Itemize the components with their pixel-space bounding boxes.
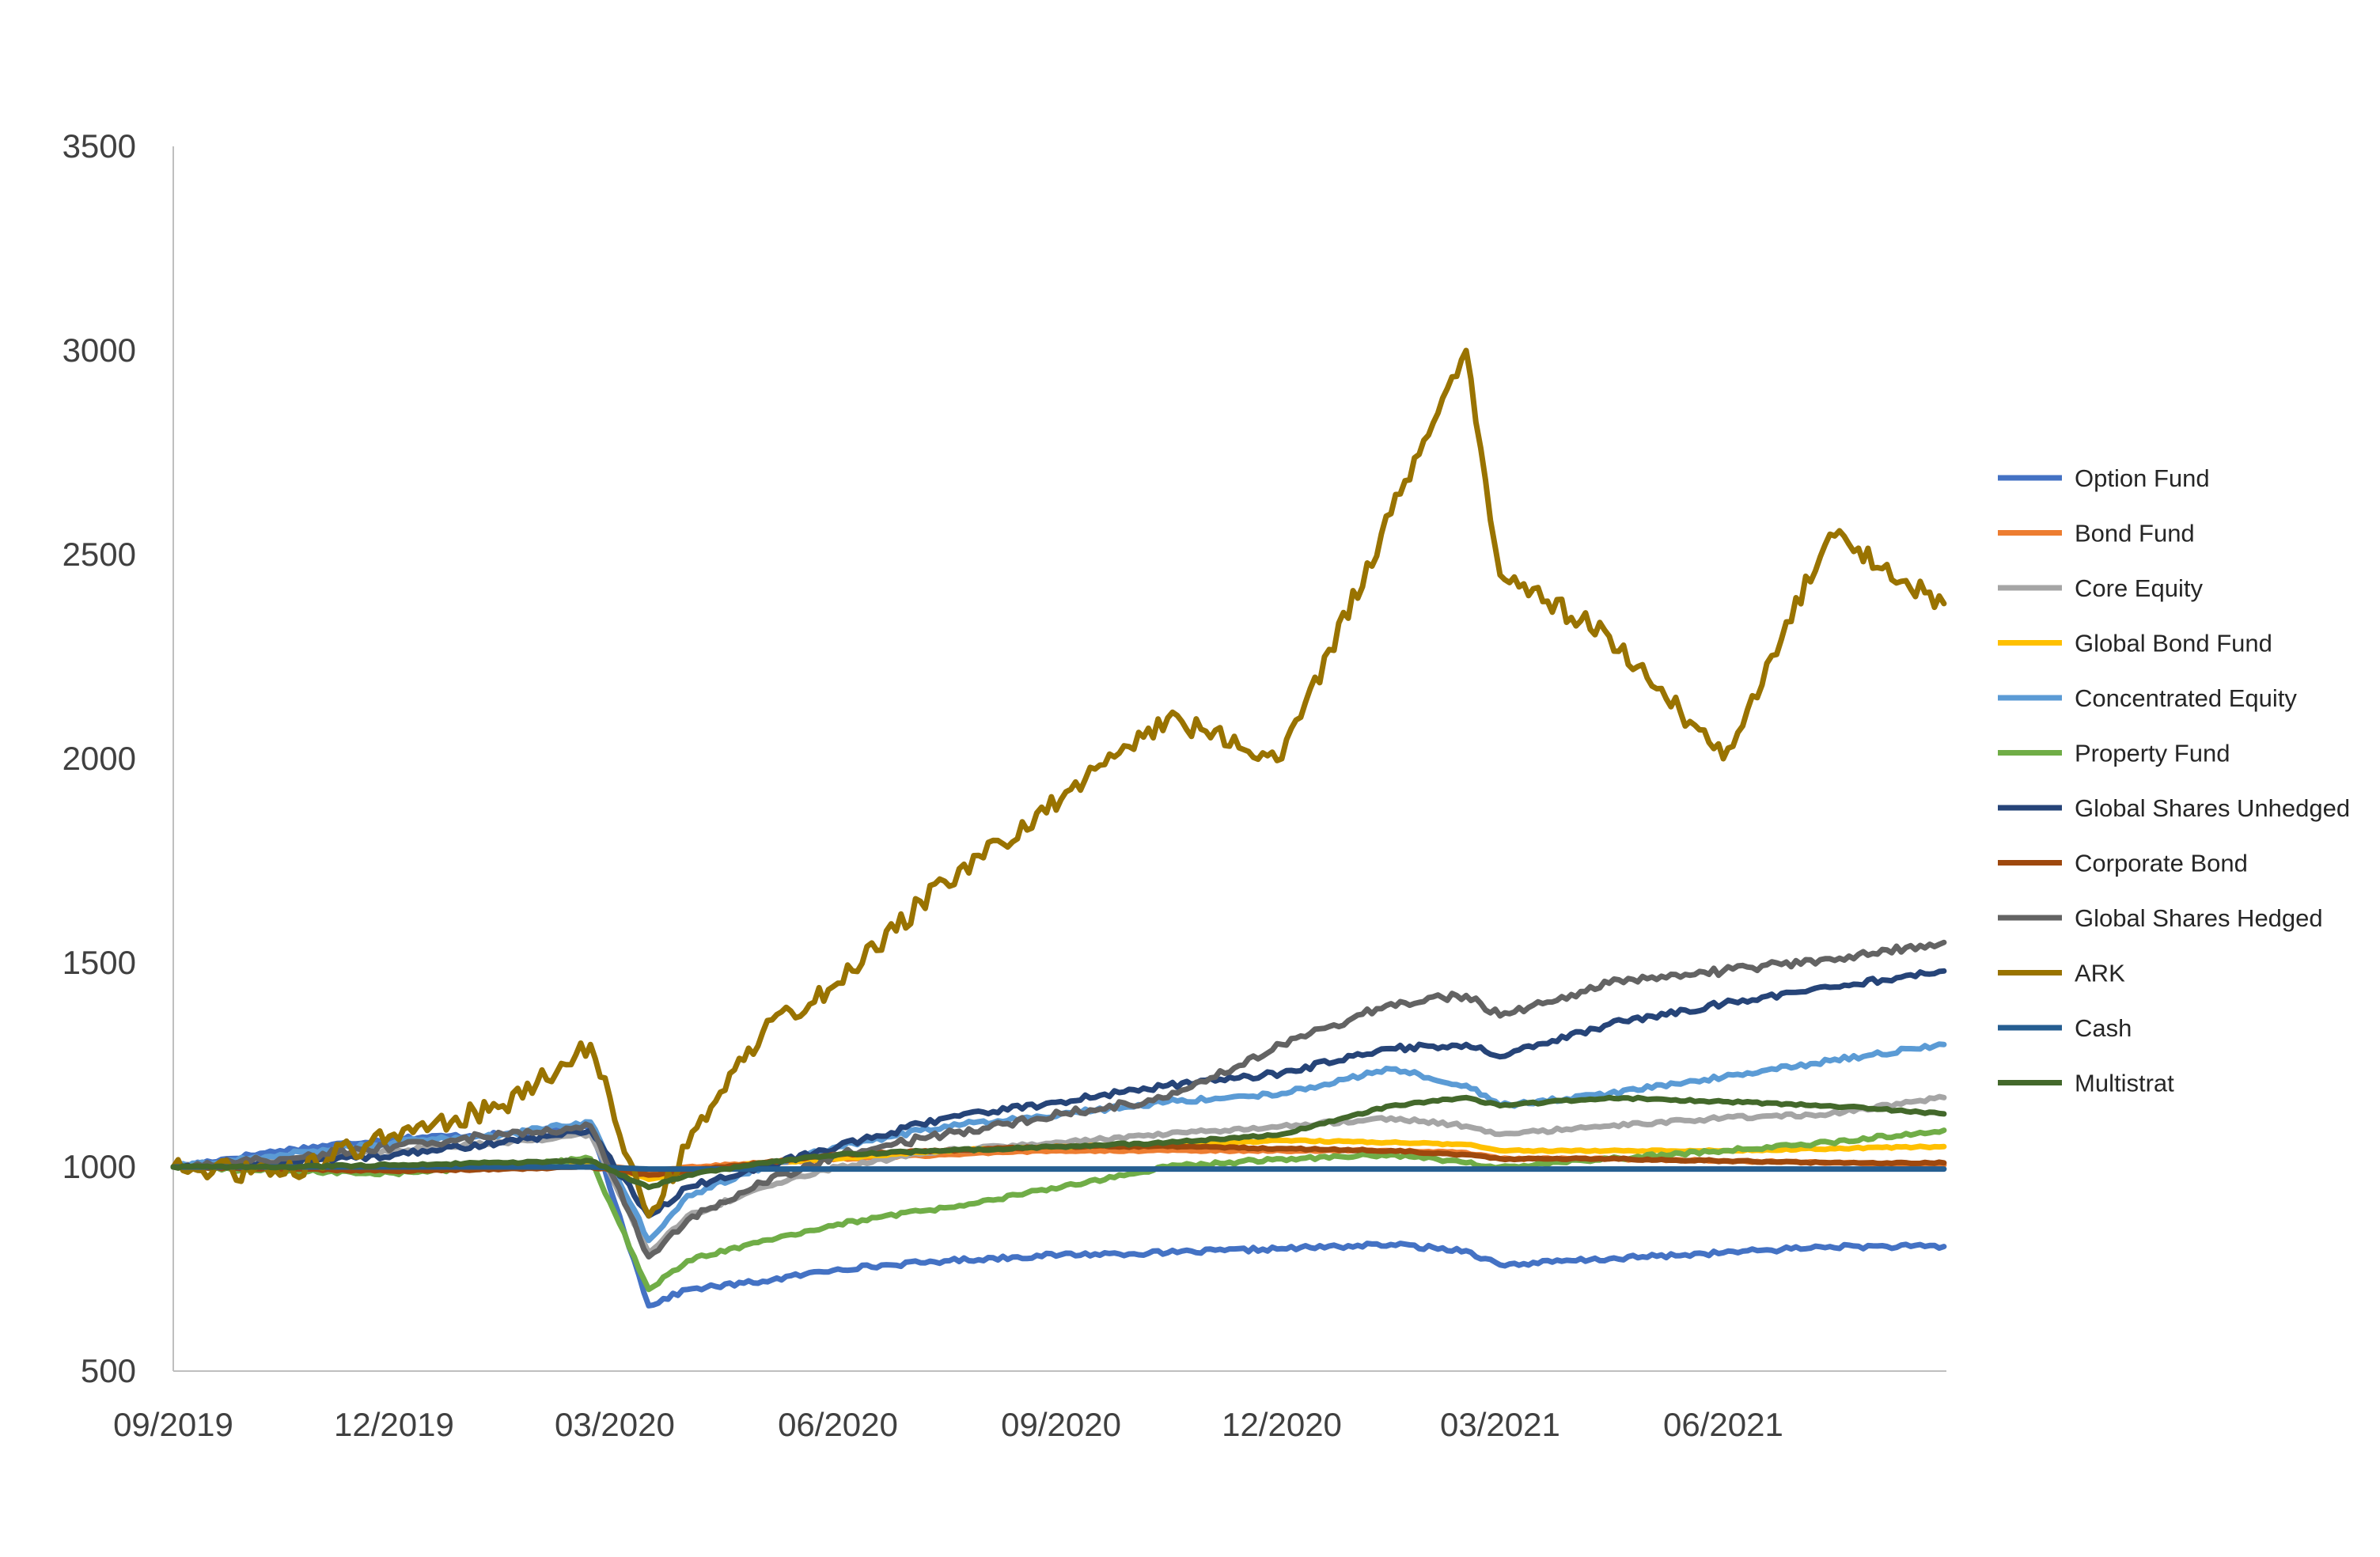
series-line-property-fund	[170, 1127, 1947, 1293]
y-tick-label: 1000	[63, 1148, 136, 1185]
legend-label-corporate-bond: Corporate Bond	[2075, 850, 2248, 877]
series-line-global-shares-unhedged	[170, 968, 1947, 1219]
legend-label-concentrated-equity: Concentrated Equity	[2075, 684, 2297, 712]
series-line-cash	[170, 1164, 1947, 1172]
legend-label-cash: Cash	[2075, 1014, 2132, 1042]
x-tick-label: 09/2019	[113, 1406, 233, 1443]
legend-label-option-fund: Option Fund	[2075, 464, 2210, 492]
legend-label-property-fund: Property Fund	[2075, 740, 2230, 767]
y-tick-label: 1500	[63, 944, 136, 981]
x-tick-label: 03/2021	[1440, 1406, 1560, 1443]
y-tick-label: 3500	[63, 127, 136, 165]
legend-label-global-shares-unhedged: Global Shares Unhedged	[2075, 794, 2350, 822]
y-tick-label: 3000	[63, 331, 136, 369]
y-tick-label: 2000	[63, 740, 136, 777]
axes: 500 1000 1500 2000 2500 3000 3500 09/2019 12/201…	[63, 127, 1946, 1443]
x-tick-label: 06/2020	[778, 1406, 898, 1443]
legend: Option Fund Bond Fund Core Equity Global Bo…	[1998, 464, 2350, 1097]
series-line-ark	[170, 347, 1947, 1219]
legend-label-global-bond-fund: Global Bond Fund	[2075, 630, 2272, 657]
legend-label-global-shares-hedged: Global Shares Hedged	[2075, 904, 2323, 932]
x-tick-label: 12/2019	[334, 1406, 454, 1443]
legend-label-bond-fund: Bond Fund	[2075, 520, 2195, 547]
legend-label-ark: ARK	[2075, 960, 2125, 987]
series-lines	[170, 347, 1947, 1309]
legend-label-multistrat: Multistrat	[2075, 1070, 2174, 1097]
x-tick-label: 03/2020	[555, 1406, 675, 1443]
legend-label-core-equity: Core Equity	[2075, 574, 2203, 602]
series-line-multistrat	[170, 1094, 1947, 1191]
x-tick-label: 06/2021	[1663, 1406, 1783, 1443]
x-tick-label: 09/2020	[1001, 1406, 1121, 1443]
y-tick-label: 500	[81, 1352, 136, 1389]
series-line-core-equity	[170, 1093, 1947, 1256]
x-tick-label: 12/2020	[1222, 1406, 1342, 1443]
series-line-global-shares-hedged	[170, 939, 1947, 1260]
y-tick-label: 2500	[63, 536, 136, 573]
